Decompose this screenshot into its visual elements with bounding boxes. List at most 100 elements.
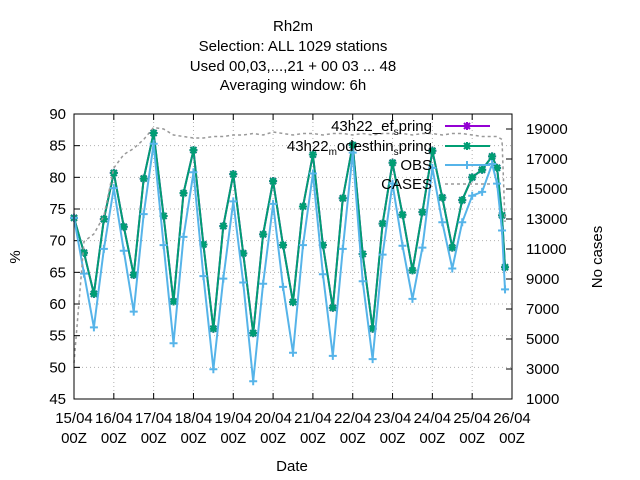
data-point xyxy=(209,365,218,374)
y-tick-label: 85 xyxy=(49,138,66,155)
data-point xyxy=(428,146,437,155)
data-point xyxy=(368,324,377,333)
data-point xyxy=(468,191,477,200)
data-point xyxy=(139,210,148,219)
data-point xyxy=(239,249,248,258)
data-point xyxy=(109,184,118,193)
data-point xyxy=(408,266,417,275)
series-layer xyxy=(70,126,510,386)
data-point xyxy=(448,264,457,273)
x-tick-label: 00Z xyxy=(499,430,525,447)
data-point xyxy=(318,270,327,279)
x-tick-label: 19/04 xyxy=(214,410,252,427)
data-point xyxy=(388,158,397,167)
data-point xyxy=(269,177,278,186)
data-point xyxy=(149,129,158,137)
series-43h22-ef-spring xyxy=(70,129,510,338)
data-point xyxy=(229,197,238,206)
data-point xyxy=(229,170,238,179)
x-tick-label: 26/04 xyxy=(493,410,531,427)
legend-label: 43h22modesthinspring xyxy=(287,138,432,158)
data-point xyxy=(199,240,208,249)
data-point xyxy=(169,339,178,348)
x-tick-label: 00Z xyxy=(459,430,485,447)
data-point xyxy=(438,218,447,227)
x-tick-label: 00Z xyxy=(340,430,366,447)
data-point xyxy=(378,250,387,259)
data-point xyxy=(448,243,457,252)
data-point xyxy=(209,324,218,333)
data-point xyxy=(488,152,497,161)
y2-tick-label: 15000 xyxy=(526,181,568,198)
data-point xyxy=(99,244,108,253)
data-point xyxy=(388,179,397,188)
y2-tick-label: 9000 xyxy=(526,271,559,288)
data-point xyxy=(378,219,387,228)
data-point xyxy=(298,202,307,211)
plot-frame xyxy=(73,113,513,400)
data-point xyxy=(139,174,148,183)
data-point xyxy=(493,163,502,172)
y-axis-ticks: 45 50 55 60 65 70 75 80 85 90 xyxy=(49,106,80,408)
data-point xyxy=(89,323,98,332)
chart-title-line: Selection: ALL 1029 stations xyxy=(199,38,388,55)
data-point xyxy=(418,243,427,252)
series-line xyxy=(73,143,506,382)
x-tick-label: 15/04 xyxy=(55,410,93,427)
data-point xyxy=(109,168,118,177)
y-tick-label: 55 xyxy=(49,328,66,345)
x-tick-label: 18/04 xyxy=(175,410,213,427)
y-tick-label: 45 xyxy=(49,391,66,408)
data-point xyxy=(119,246,128,255)
x-axis-ticks: 15/04 00Z 16/04 00Z 17/04 00Z 18/04 00Z 19/04 00Z… xyxy=(55,114,531,447)
data-point xyxy=(428,163,437,172)
x-tick-label: 00Z xyxy=(61,430,87,447)
x-tick-label: 00Z xyxy=(220,430,246,447)
x-tick-label: 20/04 xyxy=(254,410,292,427)
y-tick-label: 75 xyxy=(49,201,66,218)
y2-tick-label: 3000 xyxy=(526,361,559,378)
data-point xyxy=(418,208,427,217)
data-point xyxy=(99,215,108,224)
data-point xyxy=(458,218,467,227)
x-tick-label: 21/04 xyxy=(294,410,332,427)
data-point xyxy=(368,355,377,364)
x-tick-label: 00Z xyxy=(380,430,406,447)
data-point xyxy=(279,282,288,291)
data-point xyxy=(119,222,128,231)
data-point xyxy=(219,222,228,231)
legend-label: 43h22_efspring xyxy=(331,118,432,138)
x-tick-label: 24/04 xyxy=(414,410,452,427)
data-point xyxy=(249,329,258,338)
data-point xyxy=(478,187,487,196)
data-point xyxy=(249,377,258,386)
data-point xyxy=(289,348,297,357)
data-point xyxy=(259,230,268,239)
series-line xyxy=(73,132,506,334)
x-tick-label: 17/04 xyxy=(135,410,173,427)
x-tick-label: 25/04 xyxy=(453,410,491,427)
data-point xyxy=(463,142,471,150)
data-point xyxy=(279,241,288,250)
data-point xyxy=(79,248,88,257)
y2-tick-label: 13000 xyxy=(526,211,568,228)
data-point xyxy=(79,269,88,278)
x-tick-label: 00Z xyxy=(300,430,326,447)
x-tick-label: 23/04 xyxy=(374,410,412,427)
x-axis-label: Date xyxy=(276,458,308,475)
series-43h22-modesthin-spring xyxy=(70,129,510,338)
data-point xyxy=(348,141,357,150)
y2-tick-label: 19000 xyxy=(526,121,568,138)
y2-tick-label: 5000 xyxy=(526,331,559,348)
data-point xyxy=(189,168,198,177)
data-point xyxy=(501,285,510,294)
data-point xyxy=(199,272,208,281)
x-tick-label: 00Z xyxy=(181,430,207,447)
legend-label: CASES xyxy=(381,176,432,193)
data-point xyxy=(129,307,138,316)
data-point xyxy=(358,277,367,286)
data-point xyxy=(398,241,407,250)
grid xyxy=(74,114,512,399)
